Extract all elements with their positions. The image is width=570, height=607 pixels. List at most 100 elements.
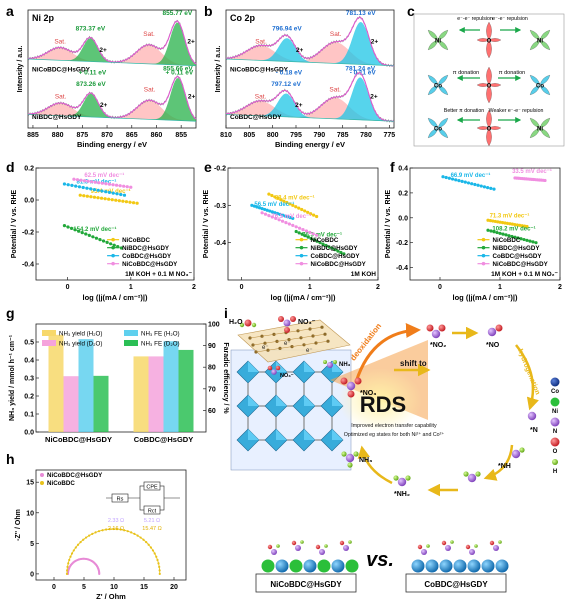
y-tick-label: -0.3 [214,203,226,210]
slope-label: 71.3 mV dec⁻¹ [490,212,530,219]
slope-label: 66.9 mV dec⁻¹ [451,172,491,179]
y-tick-label: 0.4 [398,166,408,173]
atom-label: O [487,127,492,133]
legend-entry: NiCoBDC@HsGDY [122,261,178,268]
legend-marker [299,245,304,250]
y-tick-label: -0.4 [396,265,408,272]
legend-entry: NiCoBDC [311,237,339,244]
element-sphere [550,397,560,407]
electron-label: e⁻ [306,348,313,354]
surface-atom [481,559,495,573]
orbital-lobe [539,84,551,96]
polyhedron-face [248,395,259,406]
panel-label-g: g [6,305,15,321]
legend-marker [481,237,486,242]
alkyne-bond [312,333,326,337]
int-no-label: *NO [486,342,500,349]
panel-label-h: h [6,451,15,467]
oxygen-atom [267,365,273,371]
legend-entry: NH₃ yield (H₂O) [59,331,102,338]
element-legend: Co Ni N O H [550,377,560,475]
y-tick-label: -0.2 [22,230,34,237]
element-label: Ni [552,409,558,415]
y-right-tick-label: 80 [208,365,216,372]
y-tick-label: -0.2 [214,166,226,173]
legend-marker [481,245,486,250]
y-tick-label: 0.0 [24,430,34,437]
adsorbate-oxygen [441,540,447,546]
int-nh2-b [463,471,481,483]
bar [148,356,164,432]
rds-label: RDS [360,392,406,417]
panel-label-d: d [6,159,15,175]
element-sphere [550,437,560,447]
nitrogen-atom [487,327,497,337]
atom-label: Ni [435,39,441,45]
orbital-lobe [529,39,541,51]
alkyne-bond [273,332,287,335]
polyhedron-face [248,361,259,372]
x-axis-label: Binding energy / eV [77,140,147,149]
y-tick-label: -0.4 [22,262,34,269]
oxidation-label: 2+ [295,102,303,109]
y-tick-label: 0.0 [24,198,34,205]
y-tick-label: 0.3 [24,376,34,383]
adsorbate-hydrogen [474,544,478,548]
y-tick-label: 0.4 [24,358,34,365]
legend-entry: NiCoBDC@HsGDY [311,261,367,268]
oxygen-atom [278,316,284,322]
catalyst-comparison: NiCoBDC@HsGDY CoBDC@HsGDY [255,540,509,593]
adsorbate-hydrogen [276,544,280,548]
oxygen-atom [275,365,281,371]
sample-label: NiCoBDC@HsGDY [230,67,289,74]
versus-label: vs. [366,549,394,571]
orbital-lobe [427,84,439,96]
element-label: O [553,449,558,455]
slope-label: 62.5 mV dec⁻¹ [84,172,124,179]
hydrogen-atom [347,462,353,468]
alkyne-bond [264,341,278,344]
alkyne-bond [249,335,263,339]
oxygen-atom [495,324,503,332]
polyhedron-face [332,429,343,440]
orbital-lobe [437,29,449,41]
orbital-lobe [529,29,541,41]
catalyst-label-box [405,573,507,593]
surface-atom [261,559,275,573]
x-tick-label: 785 [337,132,349,139]
x-tick-label: 800 [267,132,279,139]
nitrate-label: NO₃⁻ [298,319,316,326]
alkyne-bond [309,326,323,330]
y-tick-label: -0.4 [214,240,226,247]
donation-label: Better π donation [444,108,484,114]
legend-entry: NH₃ FE (H₂O) [141,331,180,338]
shift-label: + 0.11 eV [79,70,107,77]
nitrogen-atom [271,369,277,375]
int-no [487,324,503,337]
x-tick-label: 805 [243,132,255,139]
oxygen-atom [426,324,434,332]
polyhedron-face [304,429,315,440]
fit-line [442,176,495,190]
orbital-lobe [486,39,492,59]
nitrogen-atom [397,477,407,487]
main-peak [226,22,394,66]
water-molecule [239,319,257,328]
int-nh-label: *NH [498,463,511,470]
x-tick-label: 1 [498,284,502,291]
fit-line [487,229,537,244]
deoxidation-arrow [354,323,421,383]
slope-label: 56.5 mV dec⁻¹ [254,201,294,208]
catalyst-label-box [255,573,357,593]
adsorbate-nitrogen [469,549,475,555]
donation-label: π donation [453,70,479,76]
atom-label: O [487,39,492,45]
x-tick-label: 0 [438,284,442,291]
y-tick-label: 5 [30,541,34,548]
orbital-lobe [427,29,439,41]
legend-marker [111,253,115,258]
surface-atom [275,559,289,573]
satellite-label: Sat. [144,87,156,94]
x-tick-label: 880 [52,132,64,139]
adsorbate-nitrogen [271,549,277,555]
